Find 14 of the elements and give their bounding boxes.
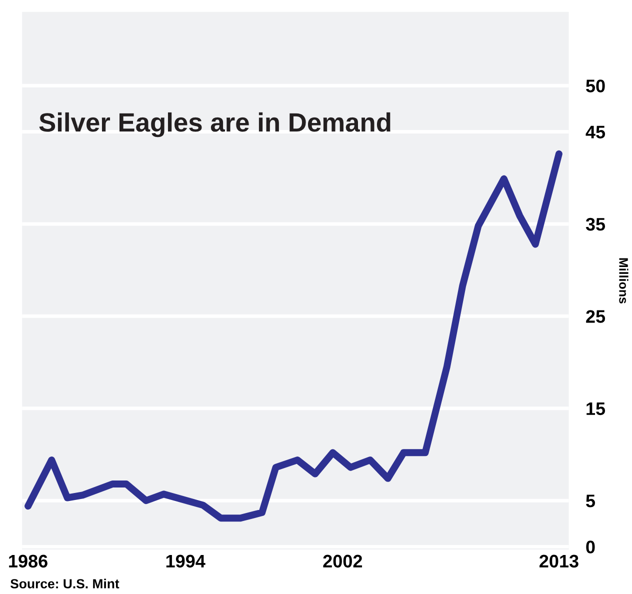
y-tick-label: 15	[586, 402, 606, 416]
y-tick-label: 5	[586, 494, 596, 508]
y-tick-label: 25	[586, 310, 606, 323]
x-tick-label: 1986	[9, 554, 48, 568]
x-tick-label: 2002	[323, 554, 362, 568]
text: Silver Eagles are in Demand	[39, 112, 390, 138]
y-tick-label: 50	[586, 80, 605, 92]
x-tick-label: 2013	[540, 554, 578, 568]
y-axis-title: Millions	[619, 258, 628, 304]
y-tick-label: 45	[586, 126, 606, 138]
y-tick-label: 0	[586, 540, 595, 554]
y-tick-label: 35	[586, 218, 606, 231]
x-tick-label: 1994	[166, 554, 206, 568]
source-note: Source: U.S. Mint	[10, 578, 120, 588]
